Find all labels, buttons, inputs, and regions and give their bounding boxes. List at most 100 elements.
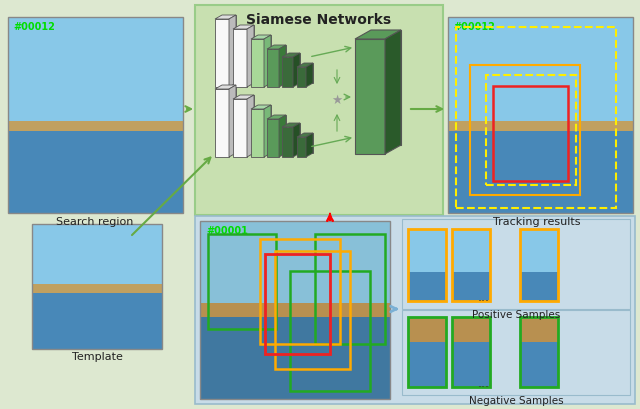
Bar [408, 317, 446, 387]
Polygon shape [264, 35, 271, 87]
Polygon shape [297, 63, 313, 67]
Polygon shape [251, 109, 264, 157]
Polygon shape [222, 15, 236, 83]
Polygon shape [233, 29, 247, 87]
Bar [8, 17, 183, 213]
Polygon shape [293, 123, 300, 157]
Polygon shape [258, 105, 271, 153]
Bar [493, 86, 568, 181]
Text: ★: ★ [332, 94, 342, 106]
Polygon shape [267, 45, 286, 49]
Bar [448, 17, 633, 213]
Bar [408, 229, 446, 301]
Polygon shape [267, 115, 286, 119]
Polygon shape [274, 115, 286, 153]
Bar [448, 17, 633, 125]
Bar [408, 317, 446, 387]
Polygon shape [222, 85, 236, 153]
Polygon shape [240, 95, 254, 153]
Polygon shape [251, 105, 271, 109]
Text: Positive Samples: Positive Samples [472, 310, 560, 320]
Polygon shape [267, 49, 279, 87]
Text: Tracking results: Tracking results [493, 217, 580, 227]
Polygon shape [215, 89, 229, 157]
Polygon shape [233, 99, 247, 157]
Polygon shape [247, 25, 254, 87]
Polygon shape [215, 15, 236, 19]
Bar [290, 271, 370, 391]
Bar [520, 229, 558, 301]
Polygon shape [247, 95, 254, 157]
Text: #00012: #00012 [13, 22, 55, 32]
Bar [452, 317, 490, 342]
Polygon shape [274, 45, 286, 83]
Polygon shape [258, 35, 271, 83]
Bar [32, 224, 162, 349]
Polygon shape [306, 63, 313, 87]
Polygon shape [282, 53, 300, 57]
Text: Siamese Networks: Siamese Networks [246, 13, 392, 27]
Bar [408, 317, 446, 342]
Polygon shape [289, 123, 300, 153]
Polygon shape [355, 30, 401, 39]
Text: ...: ... [478, 291, 490, 304]
Bar [448, 131, 633, 213]
Bar [200, 221, 390, 306]
Polygon shape [282, 57, 293, 87]
Bar [275, 251, 350, 369]
Bar [520, 272, 558, 301]
Polygon shape [215, 19, 229, 87]
Polygon shape [304, 133, 313, 153]
Bar [486, 75, 576, 185]
Bar [315, 234, 385, 344]
Polygon shape [233, 95, 254, 99]
Bar [195, 5, 443, 215]
Polygon shape [282, 127, 293, 157]
Bar [520, 317, 558, 387]
Bar [265, 254, 330, 354]
Bar [470, 65, 580, 195]
Bar [208, 234, 276, 329]
Text: #00012: #00012 [453, 22, 495, 32]
Bar [520, 317, 558, 387]
Polygon shape [233, 25, 254, 29]
Polygon shape [229, 15, 236, 87]
Text: Negative Samples: Negative Samples [468, 396, 563, 406]
Bar [456, 27, 616, 208]
Bar [260, 239, 340, 344]
Bar [520, 317, 558, 342]
Bar [408, 272, 446, 301]
Polygon shape [304, 63, 313, 83]
Polygon shape [267, 119, 279, 157]
Polygon shape [355, 39, 385, 154]
Polygon shape [297, 137, 306, 157]
Bar [402, 310, 630, 395]
Polygon shape [251, 35, 271, 39]
Bar [8, 17, 183, 125]
Polygon shape [297, 67, 306, 87]
Bar [200, 303, 390, 321]
Bar [200, 317, 390, 399]
Bar [402, 219, 630, 309]
Polygon shape [264, 105, 271, 157]
Bar [452, 229, 490, 301]
Polygon shape [289, 53, 300, 83]
Bar [452, 317, 490, 387]
Bar [408, 229, 446, 301]
Polygon shape [297, 133, 313, 137]
Polygon shape [279, 45, 286, 87]
Text: Search region: Search region [56, 217, 134, 227]
Bar [195, 216, 635, 404]
Polygon shape [251, 39, 264, 87]
Text: Template: Template [72, 352, 122, 362]
Bar [452, 317, 490, 387]
Polygon shape [215, 85, 236, 89]
Polygon shape [306, 133, 313, 157]
Bar [32, 224, 162, 286]
Polygon shape [385, 30, 401, 154]
Polygon shape [293, 53, 300, 87]
Bar [452, 229, 490, 301]
Bar [8, 121, 183, 135]
Bar [520, 229, 558, 301]
Bar [200, 221, 390, 399]
